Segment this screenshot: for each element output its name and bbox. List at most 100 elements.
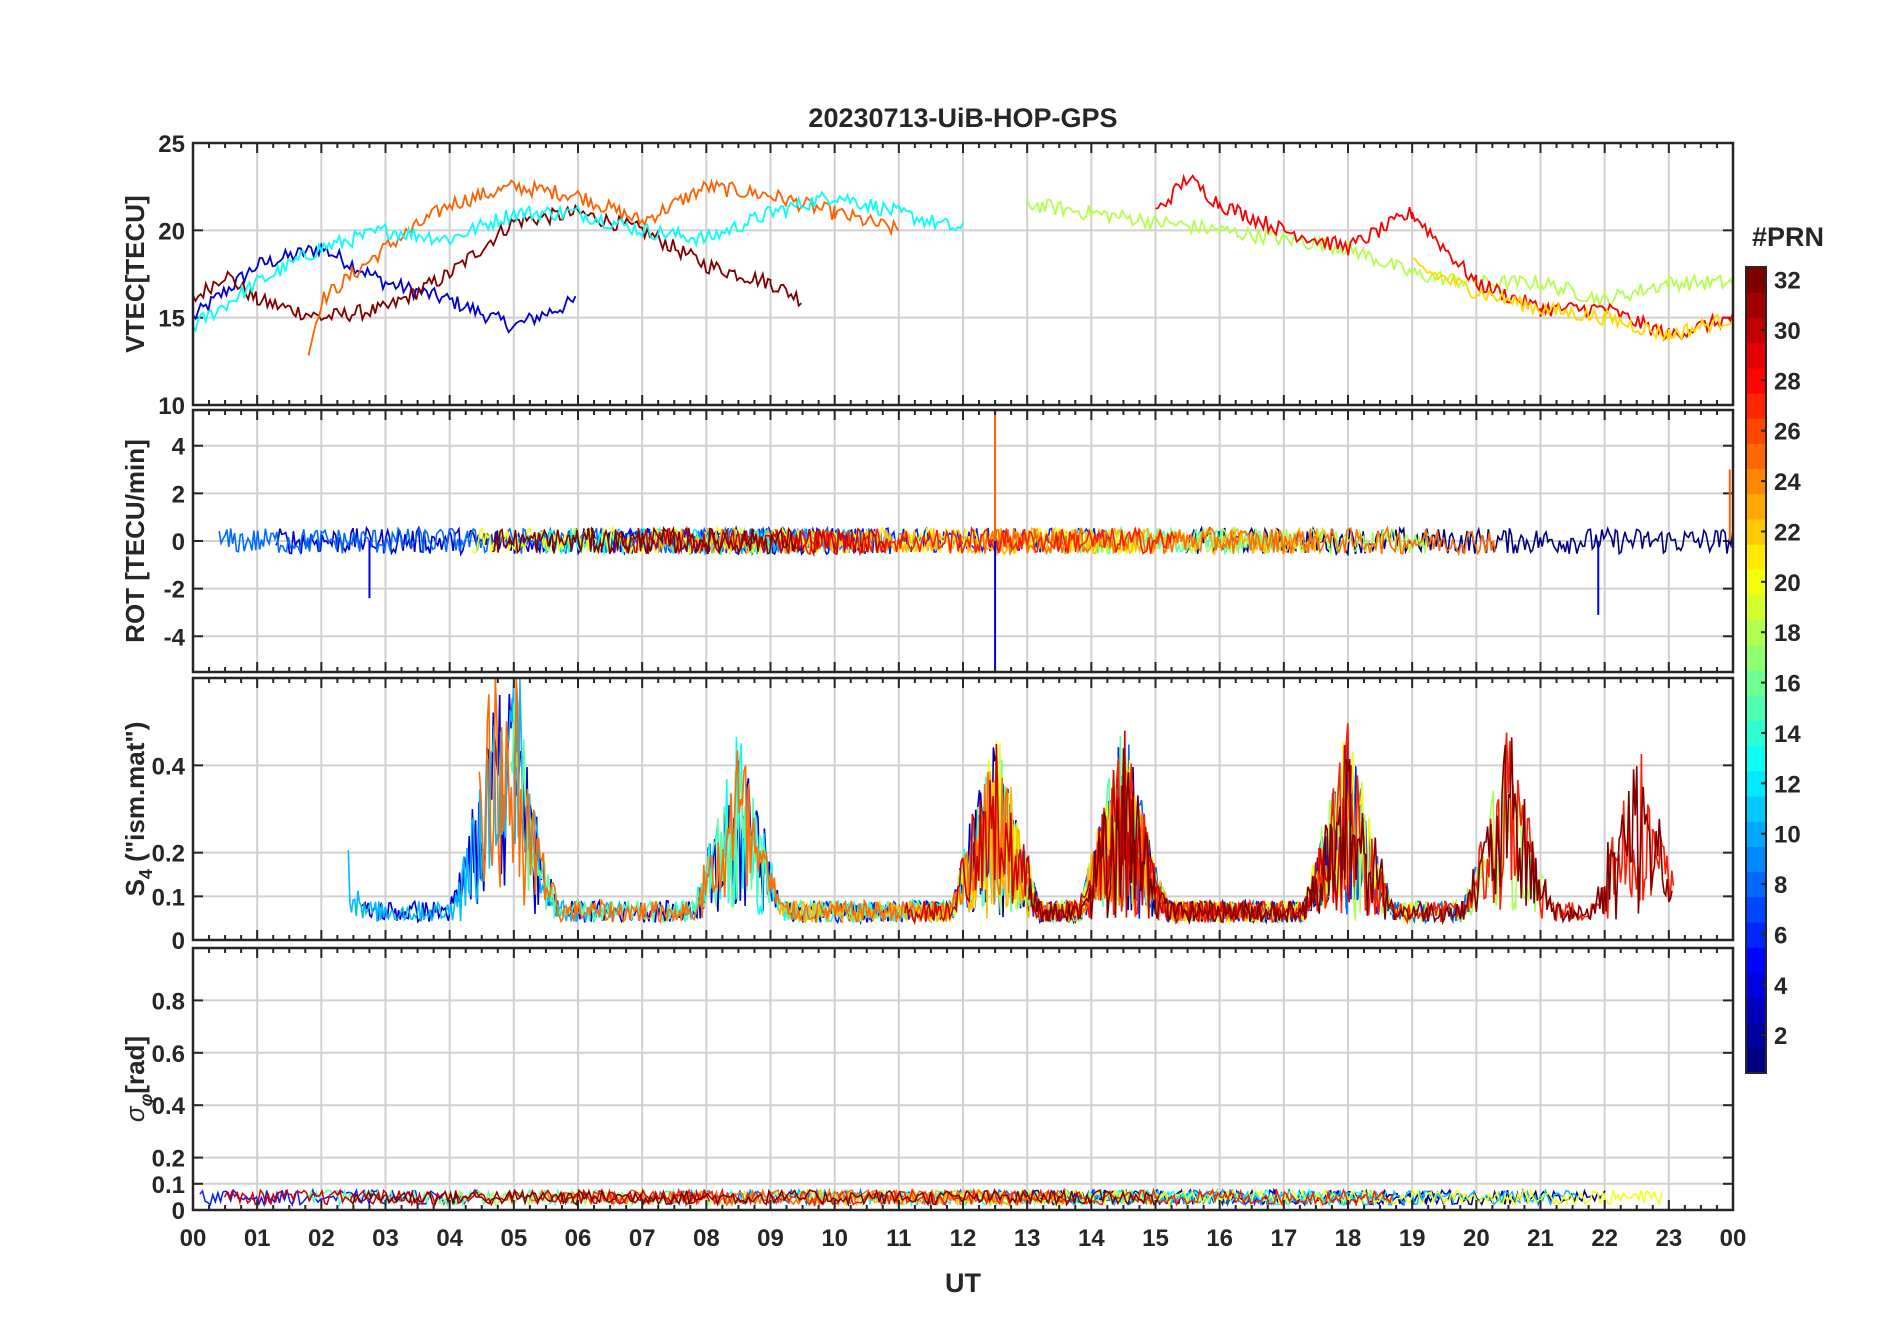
colorbar-segment: [1746, 1022, 1766, 1049]
colorbar-segment: [1746, 418, 1766, 444]
colorbar-segment: [1746, 468, 1766, 495]
colorbar-label: #PRN: [1752, 222, 1824, 252]
x-tick-label: 11: [886, 1225, 911, 1252]
series-line: [1155, 173, 1733, 342]
colorbar-segment: [1746, 569, 1766, 596]
colorbar-segment: [1746, 392, 1766, 419]
colorbar-segment: [1746, 644, 1766, 671]
colorbar-segment: [1746, 367, 1766, 394]
y-tick-label: 0.6: [152, 1041, 185, 1068]
x-tick-label: 07: [629, 1225, 656, 1252]
panels: 10 15 20 25 VTEC[TECU] -4 -2 0 2 4 ROT [TECU/min] 0…: [120, 131, 1735, 1225]
colorbar-segment: [1746, 972, 1766, 999]
y-tick-label: 20: [158, 218, 185, 245]
x-tick-label: 05: [500, 1225, 527, 1252]
colorbar-tick-label: 32: [1774, 268, 1801, 295]
x-tick-label: 02: [308, 1225, 335, 1252]
y-tick-label: 0.2: [152, 841, 185, 868]
x-tick-label: 22: [1591, 1225, 1618, 1252]
series-line: [347, 678, 624, 923]
colorbar-segment: [1746, 443, 1766, 470]
x-tick-label: 00: [1720, 1225, 1747, 1252]
x-tick-label: 20: [1463, 1225, 1490, 1252]
panel-2: -4 -2 0 2 4 ROT [TECU/min]: [120, 408, 1735, 674]
series-line: [904, 730, 1352, 926]
colorbar-segment: [1746, 997, 1766, 1024]
y-tick-label: 0: [172, 529, 185, 556]
colorbar-segment: [1746, 493, 1766, 520]
x-tick-label: 03: [372, 1225, 399, 1252]
colorbar-segment: [1746, 619, 1766, 646]
series-line: [223, 1188, 711, 1208]
series-group: [218, 410, 1733, 672]
x-tick-label: 16: [1206, 1225, 1233, 1252]
x-tick-label: 21: [1527, 1225, 1554, 1252]
colorbar-tick-label: 18: [1774, 620, 1801, 647]
y-tick-label: 15: [158, 306, 185, 333]
y-axis-label: σφ[rad]: [120, 1036, 156, 1122]
series-line: [615, 525, 886, 558]
colorbar-segment: [1746, 821, 1766, 847]
y-tick-label: 10: [158, 393, 185, 420]
series-line: [1412, 257, 1733, 342]
series-group: [347, 678, 1675, 926]
series-line: [1064, 723, 1675, 925]
y-axis-label-main: σ: [120, 1105, 150, 1122]
x-axis: 00 01 02 03 04 05 06 07 08 09 10 11 12 13 14 15 16 17 18 19…: [180, 1225, 1747, 1252]
x-tick-label: 01: [244, 1225, 271, 1252]
series-line: [193, 241, 577, 334]
colorbar-segment: [1746, 670, 1766, 696]
colorbar-segment: [1746, 770, 1766, 797]
y-tick-label: 0.2: [152, 1146, 185, 1173]
chart-title: 20230713-UiB-HOP-GPS: [808, 103, 1117, 133]
x-tick-label: 10: [821, 1225, 848, 1252]
y-axis-label: S4 ("ism.mat"): [120, 722, 156, 897]
series-line: [349, 1187, 1160, 1207]
series-group: [199, 1187, 1663, 1208]
y-tick-label: 0.1: [152, 884, 185, 911]
colorbar-tick-label: 28: [1774, 368, 1801, 395]
y-axis-label: ROT [TECU/min]: [120, 439, 150, 643]
y-axis-label: VTEC[TECU]: [120, 195, 150, 352]
colorbar-segment: [1746, 1047, 1766, 1074]
colorbar-tick-label: 4: [1774, 973, 1788, 1000]
colorbar-segment: [1746, 921, 1766, 948]
colorbar-tick-label: 16: [1774, 671, 1801, 698]
series-line: [804, 1189, 1068, 1208]
colorbar-tick-label: 14: [1774, 721, 1801, 748]
y-tick-label: 2: [172, 481, 185, 508]
x-tick-label: 14: [1078, 1225, 1105, 1252]
y-tick-label: 0.1: [152, 1172, 185, 1199]
colorbar-tick-label: 24: [1774, 469, 1801, 496]
series-line: [193, 203, 802, 323]
x-tick-label: 06: [565, 1225, 592, 1252]
y-tick-label: 0: [172, 928, 185, 955]
colorbar-segment: [1746, 871, 1766, 898]
colorbar-segment: [1746, 267, 1766, 293]
colorbar-segment: [1746, 745, 1766, 772]
colorbar-segment: [1746, 292, 1766, 318]
colorbar-segment: [1746, 795, 1766, 822]
panel-1: 10 15 20 25 VTEC[TECU]: [120, 131, 1735, 420]
series-line: [1185, 525, 1733, 557]
colorbar-segment: [1746, 594, 1766, 621]
colorbar-tick-label: 10: [1774, 822, 1801, 849]
colorbar-segment: [1746, 544, 1766, 570]
colorbar-segment: [1746, 720, 1766, 747]
y-tick-label: 0.4: [152, 753, 186, 780]
x-tick-label: 04: [436, 1225, 463, 1252]
colorbar-segment: [1746, 896, 1766, 923]
colorbar-segment: [1746, 947, 1766, 973]
colorbar-segment: [1746, 317, 1766, 344]
y-axis-label-main: S: [120, 879, 150, 896]
series-line: [478, 678, 1247, 924]
y-tick-label: 0.8: [152, 988, 185, 1015]
y-tick-label: -4: [164, 624, 186, 651]
y-axis-label-rest: [rad]: [120, 1036, 150, 1094]
colorbar-segment: [1746, 342, 1766, 369]
x-tick-label: 18: [1335, 1225, 1362, 1252]
x-tick-label: 17: [1270, 1225, 1297, 1252]
colorbar-tick-label: 30: [1774, 318, 1801, 345]
y-tick-label: 0.4: [152, 1093, 186, 1120]
